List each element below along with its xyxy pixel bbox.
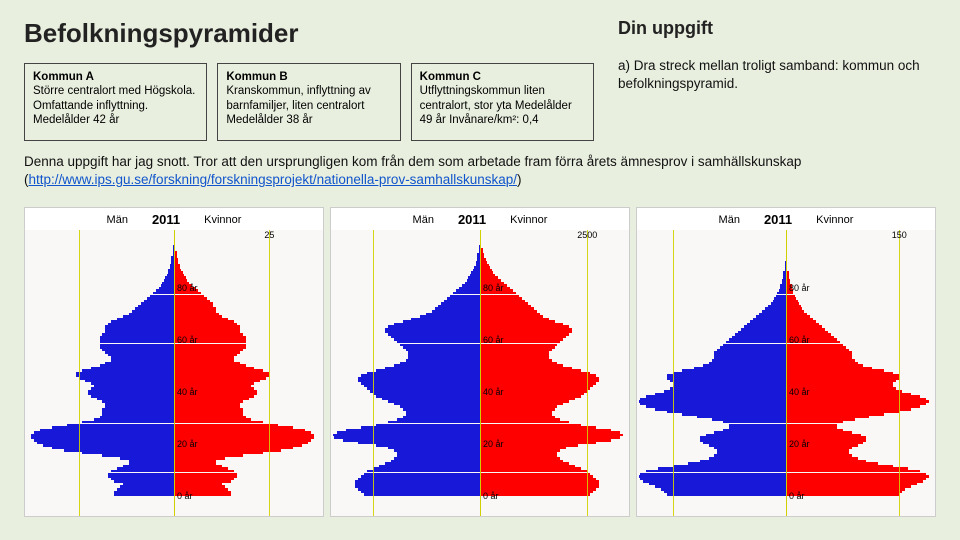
women-label: Kvinnor	[204, 214, 241, 226]
x-max-label: 25	[264, 230, 274, 514]
pyramid-area: 25 0 år 20 år 40 år 60 år 80 år	[25, 230, 323, 516]
age-label-60: 60 år	[483, 335, 504, 345]
men-label: Män	[719, 214, 740, 226]
age-label-40: 40 år	[177, 387, 198, 397]
pyramid-area: 2500 0 år 20 år 40 år 60 år 80 år	[331, 230, 629, 516]
women-label: Kvinnor	[510, 214, 547, 226]
kommun-box-a: Kommun A Större centralort med Högskola.…	[24, 63, 207, 141]
chart-header: Män 2011 Kvinnor	[637, 208, 935, 229]
x-max-label: 2500	[577, 230, 597, 514]
year-label: 2011	[458, 212, 486, 227]
task-text: a) Dra streck mellan troligt samband: ko…	[618, 57, 936, 92]
source-paragraph: Denna uppgift har jag snott. Tror att de…	[24, 153, 936, 189]
kommun-a-name: Kommun A	[33, 71, 94, 83]
age-label-60: 60 år	[789, 335, 810, 345]
women-label: Kvinnor	[816, 214, 853, 226]
task-title: Din uppgift	[618, 18, 936, 39]
kommun-a-desc: Större centralort med Högskola. Omfattan…	[33, 85, 195, 126]
chart-header: Män 2011 Kvinnor	[25, 208, 323, 229]
kommun-c-desc: Utflyttningskommun liten centralort, sto…	[420, 85, 572, 126]
pyramid-chart-3: Män 2011 Kvinnor 150 0 år 20 år 40 år 60 år 80 å…	[636, 207, 936, 517]
year-label: 2011	[152, 212, 180, 227]
year-label: 2011	[764, 212, 792, 227]
source-link[interactable]: http://www.ips.gu.se/forskning/forskning…	[29, 172, 518, 187]
age-label-40: 40 år	[789, 387, 810, 397]
kommun-b-desc: Kranskommun, inflyttning av barnfamiljer…	[226, 85, 370, 126]
age-label-0: 0 år	[483, 491, 499, 501]
men-label: Män	[413, 214, 434, 226]
age-label-0: 0 år	[789, 491, 805, 501]
charts-row: Män 2011 Kvinnor 25 0 år 20 år 40 år 60 år 80 år…	[24, 207, 936, 517]
source-suffix: )	[517, 172, 522, 187]
kommun-c-name: Kommun C	[420, 71, 481, 83]
page-title: Befolkningspyramider	[24, 18, 594, 49]
age-label-60: 60 år	[177, 335, 198, 345]
age-label-20: 20 år	[483, 439, 504, 449]
chart-header: Män 2011 Kvinnor	[331, 208, 629, 229]
pyramid-chart-1: Män 2011 Kvinnor 25 0 år 20 år 40 år 60 år 80 år	[24, 207, 324, 517]
men-label: Män	[107, 214, 128, 226]
age-label-20: 20 år	[789, 439, 810, 449]
pyramid-chart-2: Män 2011 Kvinnor 2500 0 år 20 år 40 år 60 år 80 …	[330, 207, 630, 517]
age-label-80: 80 år	[483, 283, 504, 293]
age-label-0: 0 år	[177, 491, 193, 501]
age-label-80: 80 år	[789, 283, 810, 293]
kommun-box-b: Kommun B Kranskommun, inflyttning av bar…	[217, 63, 400, 141]
x-max-label: 150	[892, 230, 907, 514]
age-label-80: 80 år	[177, 283, 198, 293]
kommun-row: Kommun A Större centralort med Högskola.…	[24, 63, 594, 141]
age-label-20: 20 år	[177, 439, 198, 449]
kommun-box-c: Kommun C Utflyttningskommun liten centra…	[411, 63, 594, 141]
age-label-40: 40 år	[483, 387, 504, 397]
kommun-b-name: Kommun B	[226, 71, 287, 83]
pyramid-area: 150 0 år 20 år 40 år 60 år 80 år	[637, 230, 935, 516]
